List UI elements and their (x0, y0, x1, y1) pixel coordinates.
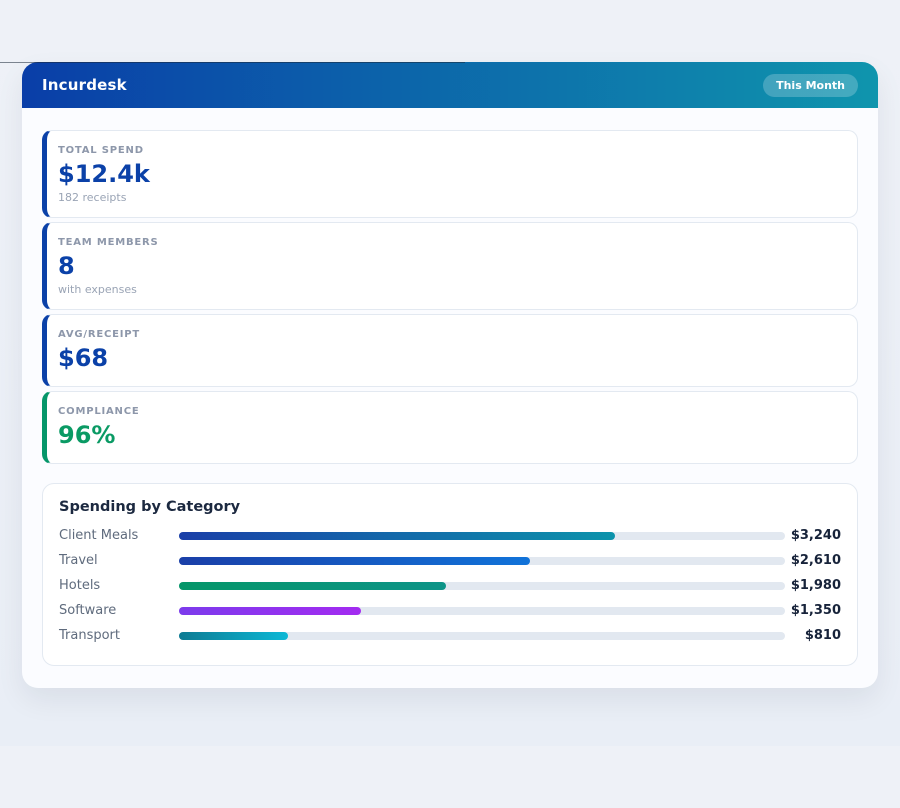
category-value: $2,610 (790, 553, 841, 568)
stat-value: $68 (58, 344, 109, 372)
chart-row-transport: Transport $810 (59, 623, 841, 648)
stat-card-team-members: TEAM MEMBERS 8 with expenses (42, 222, 858, 310)
stat-label: TEAM MEMBERS (58, 237, 159, 248)
category-label: Hotels (59, 578, 101, 593)
stat-card-avg-receipt: AVG/RECEIPT $68 (42, 314, 858, 387)
chart-row-travel: Travel $2,610 (59, 548, 841, 573)
bar-track (179, 631, 785, 640)
stat-card-total-spend: TOTAL SPEND $12.4k 182 receipts (42, 130, 858, 218)
stat-value: $12.4k (58, 160, 150, 188)
app-header: Incurdesk This Month (22, 62, 878, 108)
stat-subtext: 182 receipts (58, 191, 127, 204)
bar-track (179, 531, 785, 540)
category-value: $1,980 (790, 578, 841, 593)
category-label: Client Meals (59, 528, 139, 543)
bar-fill-hotels (179, 581, 446, 590)
chart-rows: Client Meals $3,240 Travel $2,610 Hotels… (59, 523, 841, 648)
stat-subtext: with expenses (58, 283, 137, 296)
window-top-edge (0, 62, 465, 63)
chart-row-hotels: Hotels $1,980 (59, 573, 841, 598)
category-label: Travel (59, 553, 98, 568)
bar-fill-travel (179, 556, 531, 565)
bar-track (179, 606, 785, 615)
bar-track (179, 581, 785, 590)
app-container: Incurdesk This Month TOTAL SPEND $12.4k … (22, 62, 878, 688)
category-value: $3,240 (790, 528, 841, 543)
stat-value: 8 (58, 252, 75, 280)
stat-label: COMPLIANCE (58, 406, 140, 417)
chart-title: Spending by Category (59, 499, 241, 515)
bar-track (179, 556, 785, 565)
stat-label: AVG/RECEIPT (58, 329, 141, 340)
period-badge[interactable]: This Month (763, 73, 858, 97)
stats-section: TOTAL SPEND $12.4k 182 receipts TEAM MEM… (22, 108, 878, 464)
app-title: Incurdesk (42, 76, 127, 94)
stat-card-compliance: COMPLIANCE 96% (42, 391, 858, 464)
chart-row-client-meals: Client Meals $3,240 (59, 523, 841, 548)
category-value: $810 (804, 628, 841, 643)
chart-row-software: Software $1,350 (59, 598, 841, 623)
spending-by-category-card: Spending by Category Client Meals $3,240… (42, 483, 858, 666)
bar-fill-software (179, 606, 361, 615)
category-label: Transport (59, 628, 121, 643)
bar-fill-client-meals (179, 531, 616, 540)
bar-fill-transport (179, 631, 289, 640)
category-label: Software (59, 603, 117, 618)
category-value: $1,350 (790, 603, 841, 618)
stat-label: TOTAL SPEND (58, 145, 144, 156)
stat-value: 96% (58, 421, 116, 449)
